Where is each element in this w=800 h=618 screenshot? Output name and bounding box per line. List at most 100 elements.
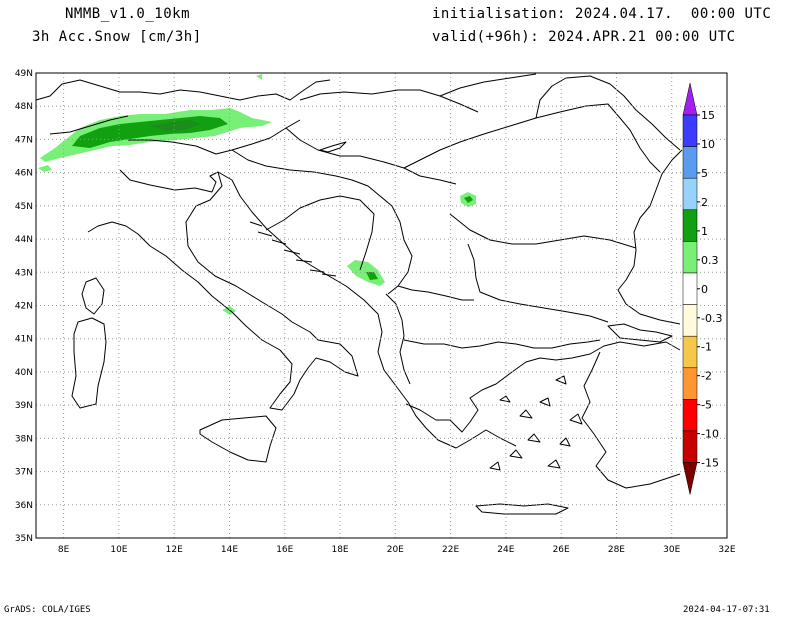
lat-label: 44N bbox=[15, 235, 33, 245]
border-hungary bbox=[285, 127, 457, 185]
border-romania bbox=[403, 103, 661, 173]
border-ukraine-west bbox=[439, 73, 537, 97]
border-croatia bbox=[231, 149, 381, 197]
crete-coast bbox=[475, 503, 569, 515]
snow-field bbox=[38, 74, 476, 315]
legend-swatch bbox=[682, 177, 698, 211]
snow-austria-dot bbox=[256, 74, 262, 80]
lat-label: 45N bbox=[15, 202, 33, 212]
turkey-coast bbox=[581, 351, 681, 489]
border-switzerland bbox=[49, 115, 129, 135]
legend-swatch bbox=[682, 272, 698, 305]
legend-label: 2 bbox=[701, 196, 708, 209]
legend-swatch bbox=[682, 241, 698, 274]
border-moldova-ukraine bbox=[535, 75, 681, 151]
lat-label: 35N bbox=[15, 534, 33, 544]
lat-label: 37N bbox=[15, 468, 33, 478]
valid-time: valid(+96h): 2024.APR.21 00:00 UTC bbox=[432, 29, 736, 45]
map-frame bbox=[35, 72, 728, 539]
aegean-islands bbox=[489, 375, 583, 471]
legend-label: 15 bbox=[701, 109, 715, 122]
lat-label: 36N bbox=[15, 501, 33, 511]
balkan-coast bbox=[217, 171, 517, 449]
border-macedonia bbox=[397, 285, 474, 301]
lon-label: 32E bbox=[718, 545, 735, 555]
variable-title: 3h Acc.Snow [cm/3h] bbox=[32, 29, 202, 45]
border-albania bbox=[385, 293, 411, 385]
model-title: NMMB_v1.0_10km bbox=[65, 6, 191, 22]
lon-label: 22E bbox=[442, 545, 459, 555]
lake-balaton bbox=[319, 141, 347, 153]
lon-label: 12E bbox=[166, 545, 183, 555]
lon-label: 14E bbox=[221, 545, 238, 555]
lat-label: 47N bbox=[15, 135, 33, 145]
lat-label: 49N bbox=[15, 69, 33, 79]
lon-label: 8E bbox=[58, 545, 70, 555]
init-time: initialisation: 2024.04.17. 00:00 UTC bbox=[432, 6, 772, 22]
border-austria-italy bbox=[128, 119, 301, 155]
marmara-coast bbox=[607, 323, 673, 343]
lon-label: 26E bbox=[553, 545, 570, 555]
footer-timestamp: 2024-04-17-07:31 bbox=[683, 605, 770, 615]
footer-credit: GrADS: COLA/IGES bbox=[4, 605, 91, 615]
lat-label: 38N bbox=[15, 434, 33, 444]
legend-label: 0 bbox=[701, 283, 708, 296]
sicily-coast bbox=[199, 415, 277, 463]
lon-label: 16E bbox=[276, 545, 293, 555]
snow-montenegro-core bbox=[366, 272, 378, 280]
snow-alps-west-spot bbox=[38, 165, 52, 172]
legend-label: -1 bbox=[701, 341, 712, 354]
greece-coast bbox=[405, 341, 681, 433]
legend-swatch bbox=[682, 114, 698, 147]
coastlines-borders bbox=[35, 73, 683, 515]
lat-axis: 49N 48N 47N 46N 45N 44N 43N 42N 41N 40N 39N 38N 37N 3… bbox=[15, 69, 33, 544]
legend-label: 10 bbox=[701, 138, 715, 151]
legend-label: -15 bbox=[701, 457, 719, 470]
legend-arrow-top bbox=[682, 82, 698, 116]
lat-label: 39N bbox=[15, 401, 33, 411]
lon-axis: 8E 10E 12E 14E 16E 18E 20E 22E 24E 26E 28E 30E 32E bbox=[58, 545, 736, 555]
legend-swatch bbox=[682, 430, 698, 463]
lat-label: 43N bbox=[15, 268, 33, 278]
legend-swatch bbox=[682, 304, 698, 337]
legend-label: -10 bbox=[701, 428, 719, 441]
border-bulgaria bbox=[467, 243, 609, 323]
lon-label: 10E bbox=[110, 545, 127, 555]
border-poland-slovakia bbox=[299, 89, 479, 113]
snow-montenegro bbox=[347, 260, 385, 286]
snow-alps-dark bbox=[150, 120, 200, 131]
dalmatian-islands bbox=[249, 221, 337, 277]
legend-swatch bbox=[682, 367, 698, 400]
italy-coast bbox=[87, 169, 359, 411]
legend-label: 5 bbox=[701, 167, 708, 180]
legend-swatch bbox=[682, 209, 698, 242]
legend-arrow-bottom bbox=[682, 462, 698, 495]
legend-colorbar: 15 10 5 2 1 0.3 0 -0.3 -1 -2 -5 -10 -15 bbox=[682, 82, 722, 495]
legend-label: 0.3 bbox=[701, 254, 719, 267]
legend-label: -0.3 bbox=[701, 312, 722, 325]
corsica-coast bbox=[81, 277, 105, 315]
lat-label: 48N bbox=[15, 102, 33, 112]
map-grid bbox=[36, 73, 727, 538]
lon-label: 20E bbox=[387, 545, 404, 555]
border-romania-south bbox=[449, 213, 637, 249]
lon-label: 18E bbox=[331, 545, 348, 555]
legend-label: -2 bbox=[701, 370, 712, 383]
lat-label: 40N bbox=[15, 368, 33, 378]
legend-label: -5 bbox=[701, 399, 712, 412]
legend-swatch bbox=[682, 335, 698, 369]
legend-swatch bbox=[682, 399, 698, 432]
lon-label: 24E bbox=[497, 545, 514, 555]
sardinia-coast bbox=[71, 317, 107, 409]
border-bosnia bbox=[265, 195, 375, 271]
legend-swatch bbox=[682, 146, 698, 179]
snow-carpathian-dark bbox=[464, 196, 473, 203]
lat-label: 46N bbox=[15, 169, 33, 179]
legend-label: 1 bbox=[701, 225, 708, 238]
lat-label: 41N bbox=[15, 335, 33, 345]
blacksea-coast bbox=[617, 149, 683, 325]
border-serbia bbox=[379, 195, 413, 295]
border-greece-north bbox=[403, 339, 601, 349]
lat-label: 42N bbox=[15, 302, 33, 312]
